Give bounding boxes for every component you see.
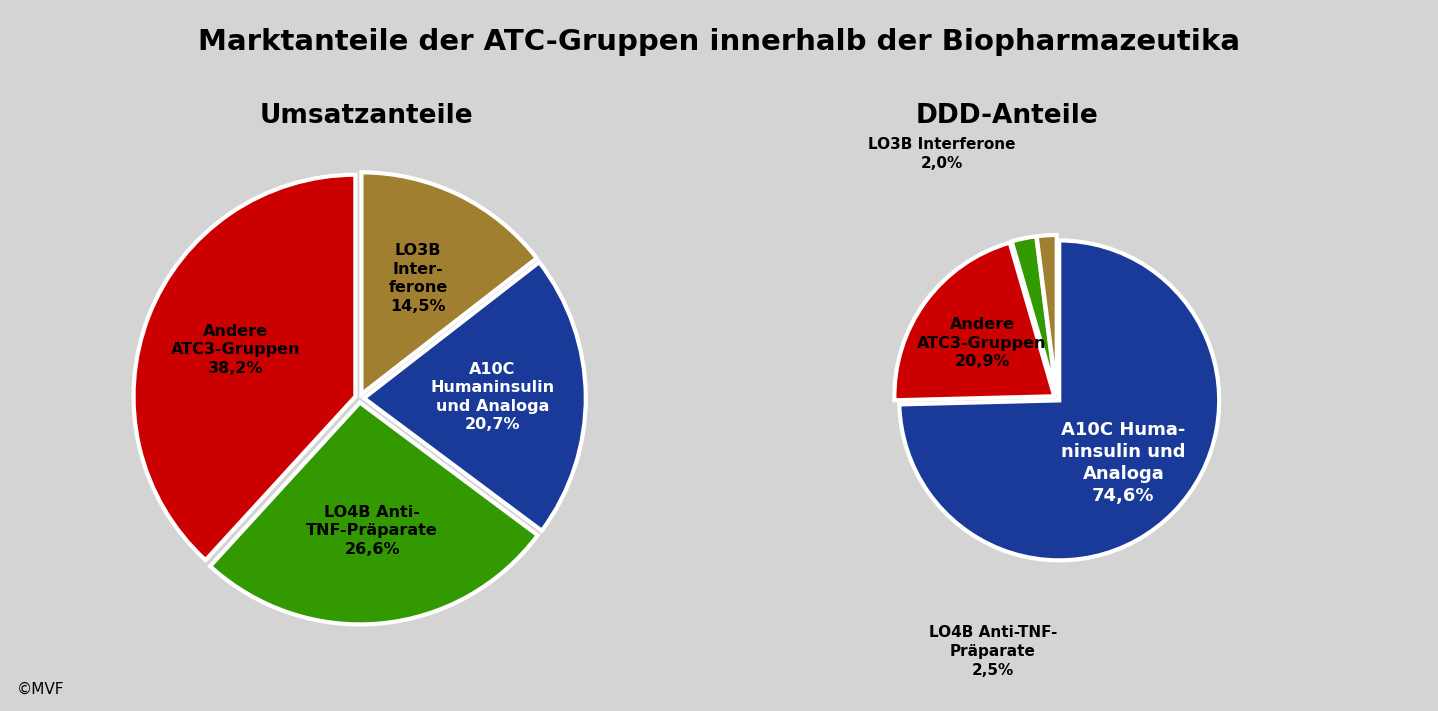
Wedge shape	[134, 175, 355, 560]
Text: ©MVF: ©MVF	[17, 682, 65, 697]
Text: Marktanteile der ATC-Gruppen innerhalb der Biopharmazeutika: Marktanteile der ATC-Gruppen innerhalb d…	[198, 28, 1240, 56]
Text: LO4B Anti-
TNF-Präparate
26,6%: LO4B Anti- TNF-Präparate 26,6%	[306, 505, 439, 557]
Text: DDD-Anteile: DDD-Anteile	[915, 103, 1099, 129]
Wedge shape	[894, 242, 1054, 400]
Text: Andere
ATC3-Gruppen
38,2%: Andere ATC3-Gruppen 38,2%	[171, 324, 301, 376]
Wedge shape	[1012, 236, 1057, 395]
Text: LO3B Interferone
2,0%: LO3B Interferone 2,0%	[869, 137, 1015, 171]
Wedge shape	[361, 172, 536, 394]
Wedge shape	[364, 262, 585, 530]
Text: Umsatzanteile: Umsatzanteile	[260, 103, 473, 129]
Wedge shape	[899, 240, 1219, 560]
Text: LO4B Anti-TNF-
Präparate
2,5%: LO4B Anti-TNF- Präparate 2,5%	[929, 626, 1057, 678]
Text: A10C
Humaninsulin
und Analoga
20,7%: A10C Humaninsulin und Analoga 20,7%	[430, 361, 555, 432]
Wedge shape	[210, 402, 538, 624]
Wedge shape	[1037, 235, 1057, 395]
Text: A10C Huma-
ninsulin und
Analoga
74,6%: A10C Huma- ninsulin und Analoga 74,6%	[1061, 421, 1185, 506]
Text: LO3B
Inter-
ferone
14,5%: LO3B Inter- ferone 14,5%	[388, 243, 447, 314]
Text: Andere
ATC3-Gruppen
20,9%: Andere ATC3-Gruppen 20,9%	[917, 317, 1047, 370]
